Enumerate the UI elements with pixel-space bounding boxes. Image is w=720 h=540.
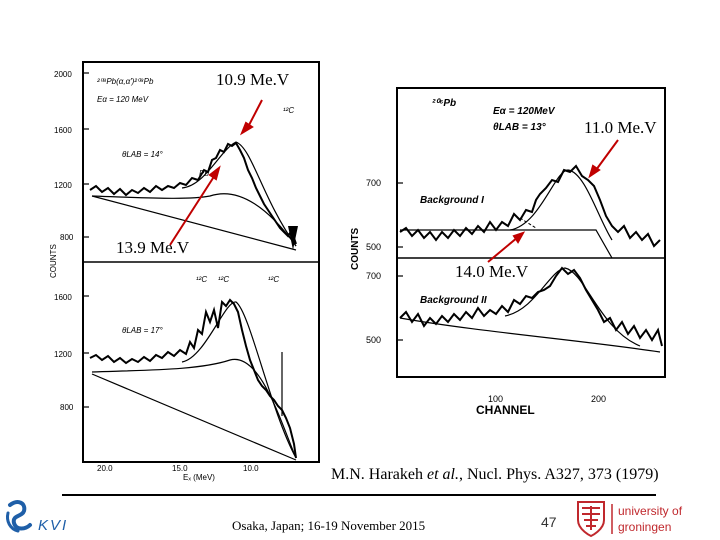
kvi-logo: KVI bbox=[6, 500, 68, 534]
left-xlabel: Eₓ (MeV) bbox=[183, 473, 215, 482]
right-energy: Eα = 120MeV bbox=[493, 106, 556, 117]
annotation-label: 14.0 Me.V bbox=[455, 262, 529, 281]
university-logo-text: groningen bbox=[618, 520, 671, 534]
university-logo-text: university of bbox=[618, 504, 683, 518]
left-c-label: ¹²C bbox=[218, 275, 229, 284]
right-ytick: 700 bbox=[366, 178, 381, 188]
citation: M.N. Harakeh et al., Nucl. Phys. A327, 3… bbox=[331, 466, 659, 483]
page-number: 47 bbox=[541, 514, 557, 530]
left-pb-label: Pb bbox=[199, 169, 209, 178]
left-ytick: 1600 bbox=[54, 126, 72, 135]
right-ylabel: COUNTS bbox=[350, 227, 361, 270]
right-ytick: 500 bbox=[366, 242, 381, 252]
footer-location: Osaka, Japan; 16-19 November 2015 bbox=[232, 518, 426, 533]
left-c-label: ¹²C bbox=[283, 106, 294, 115]
left-energy: Eα = 120 MeV bbox=[97, 95, 149, 104]
annotation-label: 13.9 Me.V bbox=[116, 238, 190, 257]
right-background-2: Background II bbox=[420, 295, 487, 306]
annotation-label: 10.9 Me.V bbox=[216, 70, 290, 89]
left-xtick: 10.0 bbox=[243, 464, 259, 473]
right-angle: θLAB = 13° bbox=[493, 122, 547, 133]
left-xtick: 15.0 bbox=[172, 464, 188, 473]
footer-divider bbox=[62, 494, 656, 496]
left-ytick: 800 bbox=[60, 233, 74, 242]
left-ytick: 1200 bbox=[54, 350, 72, 359]
right-frame bbox=[396, 87, 666, 378]
right-spectra-panel: 700 500 700 500 COUNTS 100 200 CHANNEL ²… bbox=[350, 87, 666, 417]
left-angle-top: θLAB = 14° bbox=[122, 150, 163, 159]
left-c-label: ¹²C bbox=[196, 275, 207, 284]
left-spectra-panel: 2000 1600 1200 800 1600 1200 800 COUNTS bbox=[49, 61, 320, 482]
right-ytick: 500 bbox=[366, 335, 381, 345]
right-xtick: 200 bbox=[591, 394, 606, 404]
left-angle-bottom: θLAB = 17° bbox=[122, 326, 163, 335]
left-ytick: 1200 bbox=[54, 181, 72, 190]
left-ytick: 1600 bbox=[54, 293, 72, 302]
right-xtick: 100 bbox=[488, 394, 503, 404]
university-logo: university of groningen bbox=[577, 501, 683, 538]
right-xlabel: CHANNEL bbox=[476, 403, 535, 417]
left-reaction: ²⁰⁸Pb(α,α′)²⁰⁸Pb bbox=[97, 77, 154, 86]
annotation-label: 11.0 Me.V bbox=[584, 118, 657, 137]
left-ytick: 2000 bbox=[54, 70, 72, 79]
left-ylabel: COUNTS bbox=[49, 244, 58, 278]
right-background-1: Background I bbox=[420, 195, 484, 206]
right-target: ²⁰⁶Pb bbox=[432, 98, 456, 109]
left-xtick: 20.0 bbox=[97, 464, 113, 473]
left-c-label: ¹²C bbox=[268, 275, 279, 284]
left-ytick: 800 bbox=[60, 403, 74, 412]
annotation-arrows bbox=[169, 99, 619, 263]
right-ytick: 700 bbox=[366, 271, 381, 281]
kvi-logo-text: KVI bbox=[38, 517, 68, 534]
